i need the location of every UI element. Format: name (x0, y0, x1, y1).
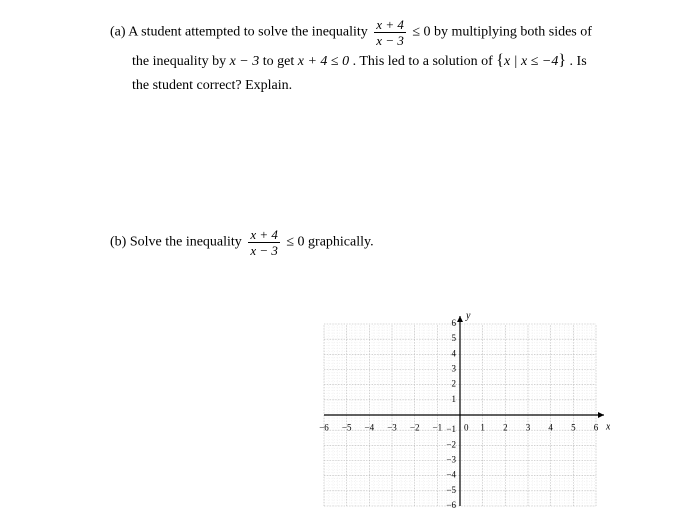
part-a-line2: the inequality by x − 3 to get x + 4 ≤ 0… (110, 47, 640, 74)
svg-text:−2: −2 (410, 422, 420, 432)
part-a: (a) A student attempted to solve the ine… (110, 18, 640, 98)
frac-a1-num: x + 4 (374, 18, 406, 33)
coordinate-grid: −6−5−4−3−2−1123456−6−5−4−3−2−11234560xy (310, 310, 610, 520)
grid-svg: −6−5−4−3−2−1123456−6−5−4−3−2−11234560xy (310, 310, 610, 520)
svg-text:6: 6 (452, 318, 457, 328)
fraction-b1: x + 4 x − 3 (248, 228, 280, 257)
part-a-expr2: x + 4 ≤ 0 (298, 54, 349, 69)
svg-text:2: 2 (452, 379, 457, 389)
svg-text:−1: −1 (446, 424, 456, 434)
svg-text:−1: −1 (433, 422, 443, 432)
part-a-text2: ≤ 0 by multiplying both sides of (412, 25, 592, 40)
svg-text:−6: −6 (319, 422, 329, 432)
set-close: } (558, 52, 566, 69)
svg-text:3: 3 (452, 364, 457, 374)
part-b-text1: Solve the inequality (130, 235, 245, 250)
svg-text:y: y (465, 310, 471, 321)
svg-text:1: 1 (480, 422, 485, 432)
svg-text:6: 6 (594, 422, 599, 432)
part-a-line1: (a) A student attempted to solve the ine… (110, 18, 640, 47)
frac-b1-den: x − 3 (248, 243, 280, 257)
part-a-text1: A student attempted to solve the inequal… (128, 25, 371, 40)
svg-text:−5: −5 (342, 422, 352, 432)
part-a-text3: the inequality by (132, 54, 230, 69)
svg-text:−3: −3 (446, 455, 456, 465)
svg-text:3: 3 (526, 422, 531, 432)
set-body: x | x ≤ −4 (504, 54, 558, 69)
svg-text:4: 4 (548, 422, 553, 432)
part-b-text2: ≤ 0 graphically. (286, 235, 373, 250)
svg-text:−3: −3 (387, 422, 397, 432)
svg-text:5: 5 (571, 422, 576, 432)
part-a-text6: . Is (570, 54, 587, 69)
part-a-text7: the student correct? Explain. (132, 78, 292, 93)
frac-b1-num: x + 4 (248, 228, 280, 243)
part-a-label: (a) (110, 25, 126, 40)
svg-text:−4: −4 (365, 422, 375, 432)
svg-text:0: 0 (464, 422, 469, 432)
part-b-label: (b) (110, 235, 126, 250)
frac-a1-den: x − 3 (374, 33, 406, 47)
part-a-expr1: x − 3 (230, 54, 260, 69)
svg-text:−4: −4 (446, 470, 456, 480)
svg-text:−5: −5 (446, 485, 456, 495)
part-b-line1: (b) Solve the inequality x + 4 x − 3 ≤ 0… (110, 228, 640, 257)
svg-text:x: x (605, 421, 610, 432)
set-open: { (496, 52, 504, 69)
fraction-a1: x + 4 x − 3 (374, 18, 406, 47)
part-b: (b) Solve the inequality x + 4 x − 3 ≤ 0… (110, 228, 640, 257)
svg-text:2: 2 (503, 422, 508, 432)
svg-text:4: 4 (452, 348, 457, 358)
part-a-line3: the student correct? Explain. (110, 74, 640, 98)
svg-text:−6: −6 (446, 500, 456, 510)
part-a-text4: to get (263, 54, 298, 69)
svg-text:−2: −2 (446, 439, 456, 449)
svg-text:5: 5 (452, 333, 457, 343)
part-a-text5: . This led to a solution of (353, 54, 497, 69)
svg-text:1: 1 (452, 394, 457, 404)
